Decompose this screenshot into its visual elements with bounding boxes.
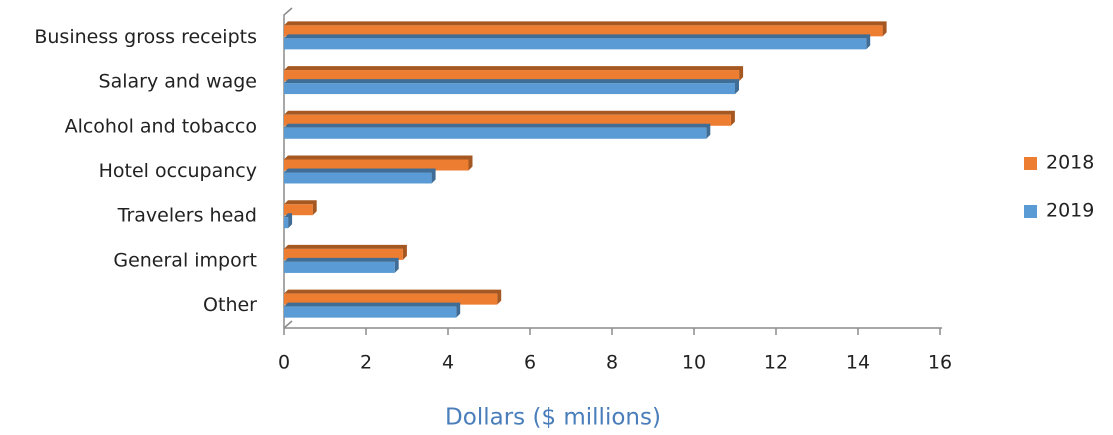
bar: [284, 38, 867, 50]
x-tick-label: 6: [524, 352, 536, 374]
bar-depth: [284, 213, 293, 229]
bar: [284, 83, 735, 95]
legend-label: 2018: [1046, 152, 1094, 174]
bar-depth: [284, 168, 436, 184]
y-tick-label: Alcohol and tobacco: [65, 115, 257, 137]
y-tick-label: General import: [113, 249, 257, 271]
bar-depth: [284, 21, 887, 37]
y-tick-label: Other: [203, 294, 257, 316]
x-tick-label: 2: [360, 352, 372, 374]
x-tick-label: 16: [928, 352, 952, 374]
y-tick-label: Hotel occupancy: [99, 160, 257, 182]
bar: [284, 306, 457, 318]
x-tick-label: 10: [682, 352, 706, 374]
x-tick-label: 14: [846, 352, 870, 374]
bar-depth: [284, 257, 399, 273]
bar: [284, 70, 740, 82]
legend-swatch: [1024, 157, 1037, 170]
bar: [284, 217, 289, 229]
x-tick-label: 0: [278, 352, 290, 374]
axis-corner: [283, 320, 293, 329]
bar: [284, 293, 498, 305]
y-tick-label: Travelers head: [117, 205, 257, 227]
bar: [284, 25, 883, 37]
bar-depth: [284, 34, 871, 50]
bar: [284, 204, 313, 216]
bar: [284, 172, 432, 184]
x-tick-label: 12: [764, 352, 788, 374]
bar-depth: [284, 79, 739, 95]
bar-depth: [284, 289, 502, 305]
bar-depth: [284, 244, 407, 260]
x-axis-title: Dollars ($ millions): [445, 405, 661, 431]
bar-depth: [284, 110, 735, 126]
bar: [284, 248, 403, 260]
bar: [284, 159, 469, 171]
bar-depth: [284, 200, 317, 216]
bar-depth: [284, 155, 473, 171]
x-tick-label: 4: [442, 352, 454, 374]
bar-depth: [284, 302, 461, 318]
bar: [284, 114, 731, 126]
bar-depth: [284, 123, 711, 139]
bar-depth: [284, 66, 744, 82]
bar: [284, 261, 395, 273]
legend-label: 2019: [1046, 200, 1094, 222]
y-tick-label: Business gross receipts: [34, 26, 257, 48]
x-tick-label: 8: [606, 352, 618, 374]
bar: [284, 127, 707, 139]
legend-swatch: [1024, 205, 1037, 218]
y-tick-label: Salary and wage: [99, 71, 257, 93]
